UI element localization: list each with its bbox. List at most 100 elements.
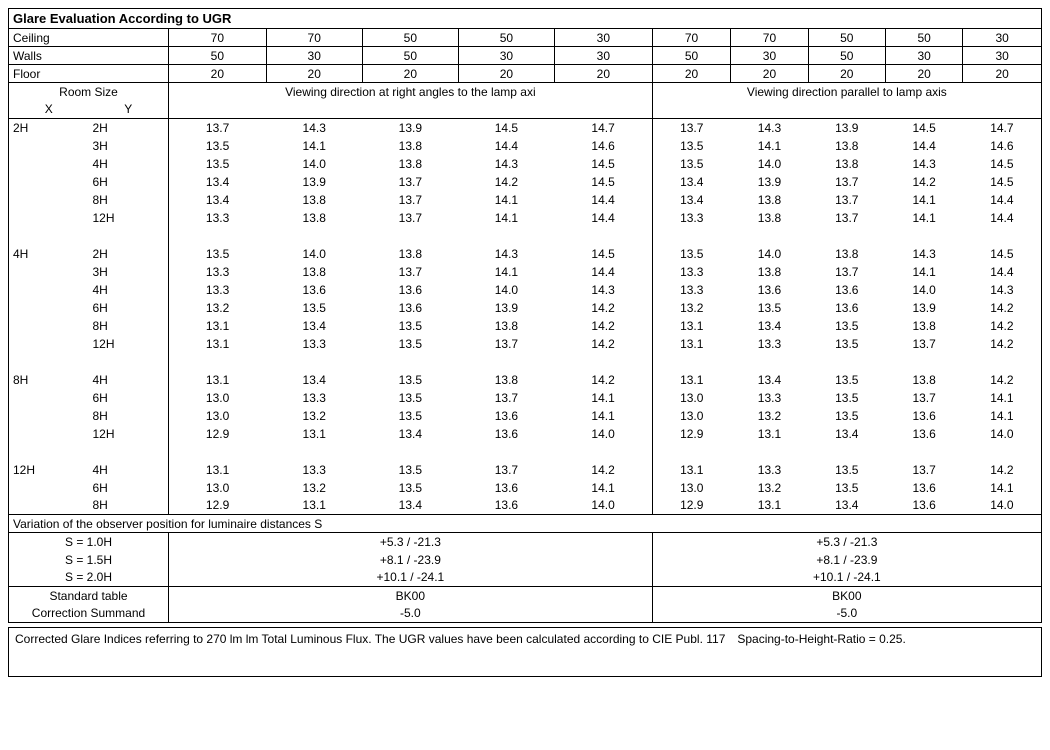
value-cell: 13.6 <box>458 425 554 443</box>
value-cell: 13.5 <box>169 245 267 263</box>
value-cell: 13.0 <box>652 407 731 425</box>
y-cell: 8H <box>89 191 169 209</box>
x-cell: 12H <box>9 461 89 479</box>
header-cell: 20 <box>808 65 885 83</box>
value-cell: 14.3 <box>458 245 554 263</box>
header-cell: 20 <box>266 65 362 83</box>
value-cell: 13.9 <box>266 173 362 191</box>
value-cell: 13.4 <box>169 173 267 191</box>
header-cell: 70 <box>731 29 808 47</box>
value-cell: 13.0 <box>652 479 731 497</box>
variation-left: +8.1 / -23.9 <box>169 551 653 569</box>
variation-s: S = 1.0H <box>9 533 169 551</box>
value-cell: 13.6 <box>808 299 885 317</box>
value-cell: 13.7 <box>362 191 458 209</box>
y-cell: 12H <box>89 425 169 443</box>
value-cell: 13.5 <box>362 407 458 425</box>
value-cell: 13.9 <box>731 173 808 191</box>
header-cell: 50 <box>652 47 731 65</box>
value-cell: 13.5 <box>169 137 267 155</box>
value-cell: 13.4 <box>266 317 362 335</box>
value-cell: 13.9 <box>362 119 458 137</box>
value-cell: 14.1 <box>731 137 808 155</box>
value-cell: 14.3 <box>885 155 962 173</box>
value-cell: 14.2 <box>963 371 1042 389</box>
variation-label: Variation of the observer position for l… <box>9 515 1042 533</box>
value-cell: 13.3 <box>652 281 731 299</box>
value-cell: 13.6 <box>885 497 962 515</box>
value-cell: 13.5 <box>731 299 808 317</box>
value-cell: 12.9 <box>652 425 731 443</box>
y-cell: 4H <box>89 371 169 389</box>
value-cell: 13.6 <box>808 281 885 299</box>
value-cell: 13.6 <box>458 479 554 497</box>
value-cell: 13.7 <box>458 389 554 407</box>
value-cell: 13.2 <box>731 407 808 425</box>
value-cell: 13.6 <box>885 479 962 497</box>
header-cell: 70 <box>169 29 267 47</box>
y-cell: 12H <box>89 209 169 227</box>
value-cell: 13.7 <box>169 119 267 137</box>
value-cell: 14.1 <box>458 191 554 209</box>
value-cell: 14.0 <box>885 281 962 299</box>
x-cell <box>9 263 89 281</box>
value-cell: 13.8 <box>731 209 808 227</box>
variation-right: +10.1 / -24.1 <box>652 569 1041 587</box>
value-cell: 14.0 <box>731 245 808 263</box>
value-cell: 14.2 <box>554 335 652 353</box>
x-cell: 2H <box>9 119 89 137</box>
header-cell: 50 <box>808 29 885 47</box>
y-cell: 4H <box>89 461 169 479</box>
value-cell: 13.1 <box>266 497 362 515</box>
x-cell <box>9 425 89 443</box>
header-cell: 20 <box>731 65 808 83</box>
value-cell: 14.3 <box>885 245 962 263</box>
header-cell: 20 <box>963 65 1042 83</box>
header-cell: 30 <box>554 29 652 47</box>
value-cell: 13.3 <box>169 209 267 227</box>
value-cell: 14.5 <box>458 119 554 137</box>
value-cell: 13.5 <box>169 155 267 173</box>
x-cell <box>9 497 89 515</box>
value-cell: 13.8 <box>362 155 458 173</box>
value-cell: 13.5 <box>362 371 458 389</box>
y-cell: 2H <box>89 119 169 137</box>
footnote: Corrected Glare Indices referring to 270… <box>8 627 1042 677</box>
value-cell: 13.0 <box>169 389 267 407</box>
x-cell <box>9 281 89 299</box>
value-cell: 13.1 <box>652 461 731 479</box>
value-cell: 14.0 <box>266 245 362 263</box>
value-cell: 14.2 <box>885 173 962 191</box>
value-cell: 13.7 <box>458 335 554 353</box>
value-cell: 13.3 <box>169 263 267 281</box>
value-cell: 13.6 <box>362 299 458 317</box>
value-cell: 13.7 <box>458 461 554 479</box>
value-cell: 13.8 <box>266 263 362 281</box>
value-cell: 12.9 <box>169 425 267 443</box>
walls-label: Walls <box>9 47 169 65</box>
value-cell: 14.5 <box>885 119 962 137</box>
value-cell: 13.3 <box>266 389 362 407</box>
value-cell: 14.1 <box>963 389 1042 407</box>
value-cell: 13.6 <box>266 281 362 299</box>
variation-right: +5.3 / -21.3 <box>652 533 1041 551</box>
value-cell: 13.5 <box>808 335 885 353</box>
value-cell: 13.8 <box>458 317 554 335</box>
value-cell: 13.2 <box>266 479 362 497</box>
variation-left: +5.3 / -21.3 <box>169 533 653 551</box>
value-cell: 13.1 <box>731 425 808 443</box>
value-cell: 13.2 <box>652 299 731 317</box>
value-cell: 13.4 <box>362 425 458 443</box>
x-cell <box>9 299 89 317</box>
value-cell: 14.1 <box>885 191 962 209</box>
value-cell: 13.7 <box>885 335 962 353</box>
value-cell: 13.5 <box>808 371 885 389</box>
value-cell: 14.5 <box>554 173 652 191</box>
value-cell: 14.0 <box>458 281 554 299</box>
y-cell: 8H <box>89 407 169 425</box>
y-cell: 4H <box>89 281 169 299</box>
value-cell: 13.7 <box>885 461 962 479</box>
header-cell: 50 <box>885 29 962 47</box>
y-cell: 6H <box>89 479 169 497</box>
header-cell: 20 <box>652 65 731 83</box>
